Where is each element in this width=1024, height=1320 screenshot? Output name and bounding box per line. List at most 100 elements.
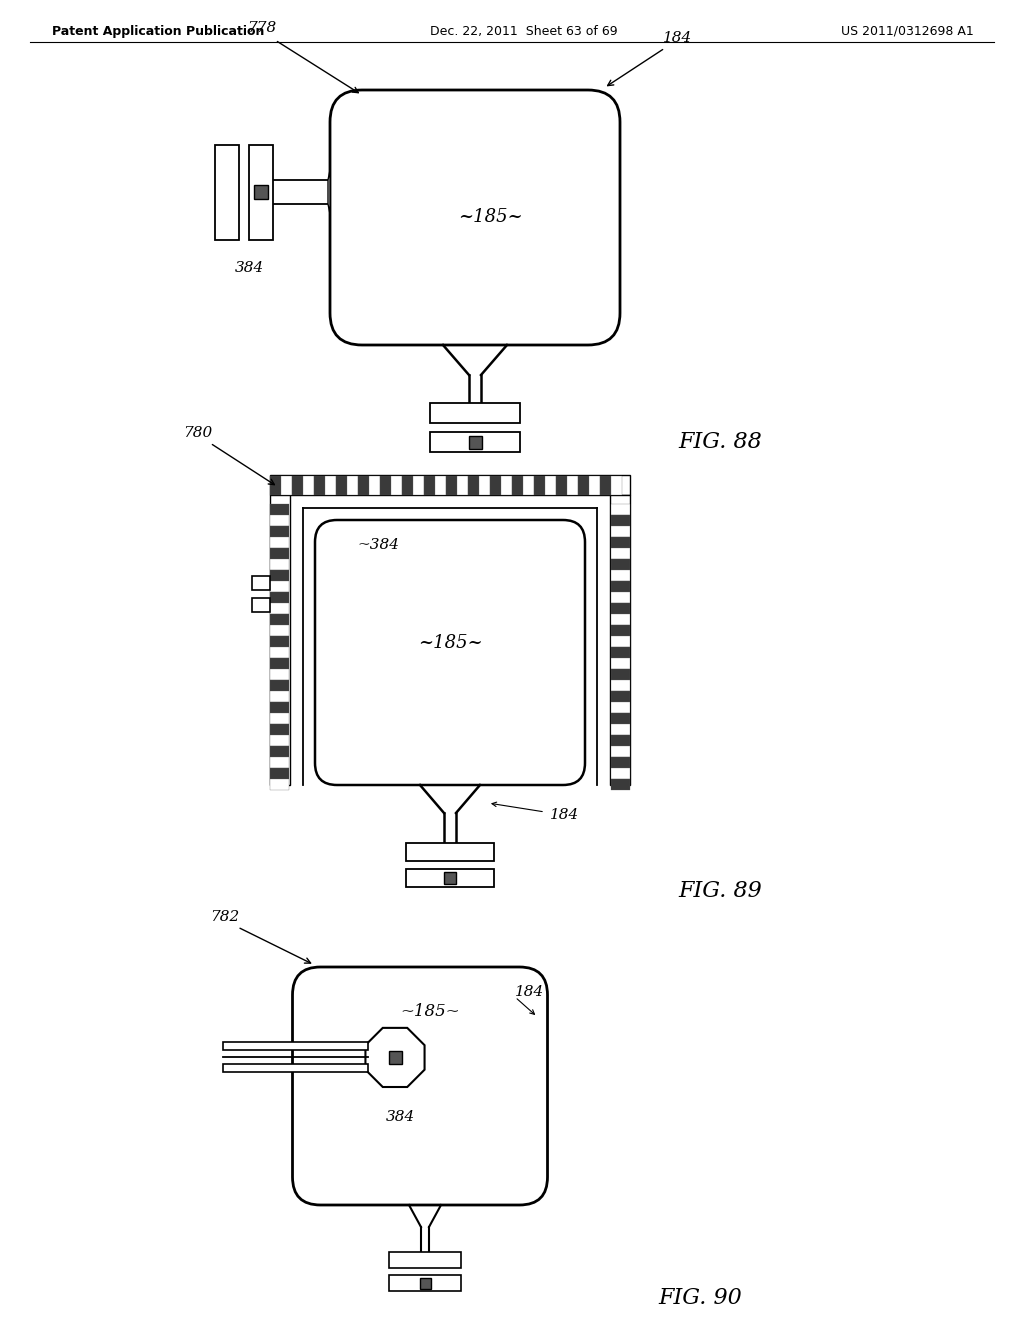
Bar <box>270 779 289 789</box>
Bar <box>325 477 336 495</box>
Bar <box>391 477 402 495</box>
Bar <box>270 614 289 624</box>
Bar <box>270 537 289 548</box>
Bar <box>369 477 380 495</box>
Bar <box>611 591 630 603</box>
Text: ~185~: ~185~ <box>458 209 522 227</box>
Bar <box>402 477 413 495</box>
Polygon shape <box>366 1028 425 1086</box>
Text: Patent Application Publication: Patent Application Publication <box>52 25 264 38</box>
Bar <box>254 185 268 199</box>
Bar <box>430 403 520 422</box>
Bar <box>611 746 630 756</box>
Bar <box>611 735 630 746</box>
Bar <box>457 477 468 495</box>
Text: Dec. 22, 2011  Sheet 63 of 69: Dec. 22, 2011 Sheet 63 of 69 <box>430 25 617 38</box>
Bar <box>468 477 479 495</box>
Bar <box>270 680 289 690</box>
Text: FIG. 90: FIG. 90 <box>658 1287 741 1309</box>
Bar <box>501 477 512 495</box>
Bar <box>611 525 630 537</box>
Bar <box>611 581 630 591</box>
Text: 184: 184 <box>664 30 692 45</box>
Bar <box>490 477 501 495</box>
Bar <box>420 1278 430 1288</box>
FancyBboxPatch shape <box>315 520 585 785</box>
FancyBboxPatch shape <box>293 968 548 1205</box>
Bar <box>270 558 289 570</box>
Bar <box>270 713 289 723</box>
Bar <box>611 548 630 558</box>
Bar <box>413 477 424 495</box>
Bar <box>611 690 630 702</box>
Bar <box>380 477 391 495</box>
Text: FIG. 89: FIG. 89 <box>678 880 762 902</box>
Bar <box>611 558 630 570</box>
Bar <box>611 603 630 614</box>
Bar <box>347 477 358 495</box>
Bar <box>611 515 630 525</box>
Bar <box>249 144 273 239</box>
Bar <box>270 504 289 515</box>
Bar <box>270 690 289 702</box>
Bar <box>611 570 630 581</box>
Bar <box>611 680 630 690</box>
Bar <box>611 779 630 789</box>
Bar <box>314 477 325 495</box>
Bar <box>270 591 289 603</box>
Bar <box>610 495 630 785</box>
Bar <box>270 657 289 669</box>
Text: 782: 782 <box>210 909 240 924</box>
Bar <box>512 477 523 495</box>
Bar <box>479 477 490 495</box>
Bar <box>578 477 589 495</box>
Bar <box>270 581 289 591</box>
Text: 778: 778 <box>248 21 276 36</box>
Bar <box>270 768 289 779</box>
Bar <box>270 735 289 746</box>
Bar <box>406 869 494 887</box>
Bar <box>389 1275 461 1291</box>
Bar <box>611 768 630 779</box>
Bar <box>435 477 446 495</box>
Bar <box>270 515 289 525</box>
Bar <box>611 647 630 657</box>
Bar <box>446 477 457 495</box>
Bar <box>611 504 630 515</box>
Bar <box>611 624 630 636</box>
Bar <box>430 432 520 451</box>
Text: US 2011/0312698 A1: US 2011/0312698 A1 <box>842 25 974 38</box>
Bar <box>270 570 289 581</box>
Text: ~384: ~384 <box>357 539 399 552</box>
Bar <box>534 477 545 495</box>
Bar <box>270 702 289 713</box>
Bar <box>270 475 630 495</box>
Bar <box>388 1051 401 1064</box>
Bar <box>406 843 494 861</box>
Bar <box>270 669 289 680</box>
Bar <box>252 598 270 612</box>
FancyBboxPatch shape <box>330 90 620 345</box>
Bar <box>215 144 239 239</box>
Bar <box>270 477 281 495</box>
Bar <box>611 669 630 680</box>
Bar <box>611 713 630 723</box>
Bar <box>270 548 289 558</box>
Bar <box>222 1064 368 1072</box>
Bar <box>222 1043 368 1051</box>
Bar <box>611 702 630 713</box>
Text: ~185~: ~185~ <box>400 1003 460 1020</box>
Bar <box>270 746 289 756</box>
Bar <box>270 603 289 614</box>
Bar <box>270 647 289 657</box>
Bar <box>270 636 289 647</box>
Bar <box>523 477 534 495</box>
Text: ~185~: ~185~ <box>418 634 482 652</box>
Bar <box>303 477 314 495</box>
Bar <box>389 1251 461 1269</box>
Text: 780: 780 <box>183 426 213 440</box>
Bar <box>424 477 435 495</box>
Bar <box>292 477 303 495</box>
Bar <box>444 873 456 884</box>
Bar <box>545 477 556 495</box>
